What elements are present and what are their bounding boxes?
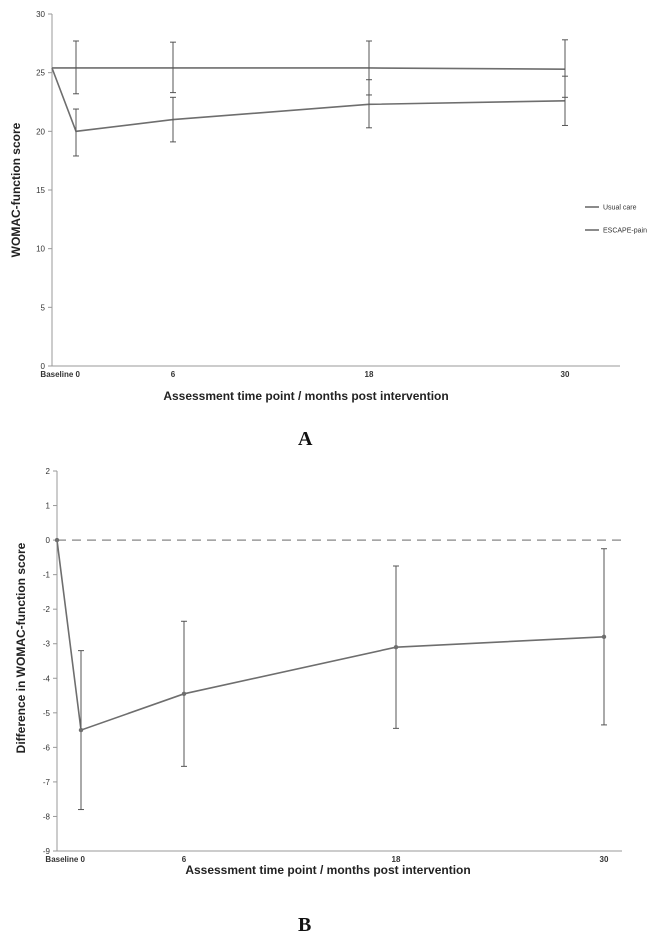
panel-label-a: A	[298, 428, 313, 450]
series-line-1	[56, 539, 605, 732]
y-tick-label: 5	[41, 303, 46, 312]
data-point	[78, 727, 84, 733]
x-axis-label-b: Assessment time point / months post inte…	[185, 863, 470, 877]
y-tick-label: 10	[36, 245, 45, 254]
panel-label-b: B	[298, 914, 312, 936]
x-tick-label: 30	[600, 855, 609, 864]
y-tick-label: 0	[46, 536, 51, 545]
y-axis-label-a: WOMAC-function score	[9, 122, 23, 257]
data-point	[601, 634, 607, 640]
x-tick-label: 18	[392, 855, 401, 864]
chart-panel-a: WOMAC-function score Assessment time poi…	[0, 0, 658, 460]
y-tick-label: -8	[43, 812, 51, 821]
y-tick-label: -2	[43, 605, 51, 614]
y-tick-label: 25	[36, 69, 45, 78]
legend-label-usual-care: Usual care	[603, 205, 637, 212]
x-tick-label: 18	[365, 370, 374, 379]
chart-a: WOMAC-function score Assessment time poi…	[9, 10, 647, 403]
y-tick-label: 0	[41, 362, 46, 371]
y-tick-label: 30	[36, 10, 45, 19]
data-point	[181, 691, 187, 697]
y-tick-label: 1	[46, 502, 51, 511]
x-tick-label: 6	[182, 855, 187, 864]
data-point	[54, 537, 60, 543]
y-tick-label: 20	[36, 127, 45, 136]
y-tick-label: -7	[43, 778, 51, 787]
series-line-1	[52, 67, 566, 70]
y-tick-label: 2	[46, 468, 51, 476]
x-tick-label: 6	[171, 370, 176, 379]
y-tick-label: -5	[43, 709, 51, 718]
series-line-2	[51, 67, 566, 133]
x-tick-label: Baseline 0	[45, 855, 85, 864]
y-tick-label: -4	[43, 674, 51, 683]
x-tick-label: Baseline 0	[40, 370, 80, 379]
data-point	[393, 644, 399, 650]
x-tick-label: 30	[561, 370, 570, 379]
y-tick-label: 15	[36, 186, 45, 195]
y-tick-label: -9	[43, 847, 51, 856]
y-tick-label: -1	[43, 571, 51, 580]
y-tick-label: -6	[43, 743, 51, 752]
x-axis-label-a: Assessment time point / months post inte…	[163, 389, 448, 403]
y-tick-label: -3	[43, 640, 51, 649]
legend-label-escape-pain: ESCAPE-pain	[603, 228, 647, 235]
chart-b: Difference in WOMAC-function score Asses…	[14, 468, 622, 877]
y-axis-label-b: Difference in WOMAC-function score	[14, 542, 28, 753]
chart-panel-b: Difference in WOMAC-function score Asses…	[0, 468, 658, 937]
